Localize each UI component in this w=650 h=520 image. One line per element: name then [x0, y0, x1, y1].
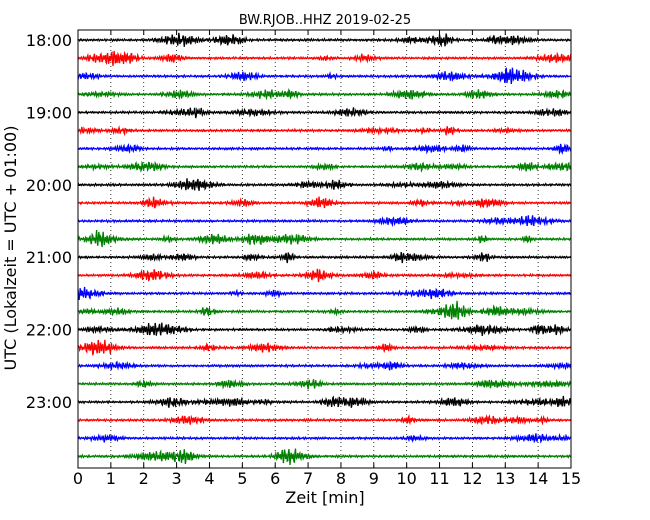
trace-row-12 [77, 252, 572, 264]
trace-row-1 [77, 50, 572, 67]
trace-row-7 [77, 160, 572, 173]
x-tick-label-12: 12 [462, 469, 482, 488]
trace-row-3 [77, 87, 572, 101]
trace-row-22 [77, 432, 572, 444]
trace-row-21 [77, 414, 572, 426]
trace-row-8 [77, 178, 572, 191]
x-axis-ticks: 0 1 2 3 4 5 6 7 8 9 10 11 12 13 14 15 [73, 30, 581, 488]
trace-row-19 [77, 378, 572, 390]
x-tick-label-7: 7 [303, 469, 313, 488]
trace-row-17 [77, 339, 572, 356]
trace-row-0 [77, 32, 572, 48]
plot-frame [77, 29, 572, 469]
x-tick-label-3: 3 [172, 469, 182, 488]
x-tick-label-8: 8 [336, 469, 346, 488]
chart-title: BW.RJOB..HHZ 2019-02-25 [239, 13, 411, 28]
trace-row-5 [77, 125, 572, 137]
x-tick-label-11: 11 [429, 469, 449, 488]
trace-row-11 [77, 230, 572, 248]
x-tick-label-14: 14 [528, 469, 548, 488]
y-tick-label-4: 22:00 [26, 321, 72, 340]
trace-row-16 [77, 322, 572, 336]
trace-row-13 [77, 268, 572, 283]
x-tick-label-1: 1 [106, 469, 116, 488]
x-tick-label-4: 4 [204, 469, 214, 488]
y-axis-label: UTC (Lokalzeit = UTC + 01:00) [1, 126, 20, 371]
y-tick-label-0: 18:00 [26, 31, 72, 50]
x-tick-label-13: 13 [495, 469, 515, 488]
y-tick-label-5: 23:00 [26, 393, 72, 412]
trace-row-9 [77, 196, 572, 209]
x-axis-label: Zeit [min] [285, 488, 364, 507]
y-axis-ticks: 18:00 19:00 20:00 21:00 22:00 23:00 [26, 31, 83, 412]
trace-row-2 [77, 67, 572, 85]
x-tick-label-10: 10 [396, 469, 416, 488]
y-tick-label-3: 21:00 [26, 248, 72, 267]
trace-row-6 [77, 143, 572, 156]
trace-row-4 [77, 107, 572, 119]
x-tick-label-15: 15 [561, 469, 581, 488]
x-tick-label-9: 9 [369, 469, 379, 488]
y-tick-label-2: 20:00 [26, 176, 72, 195]
trace-row-15 [77, 300, 572, 320]
x-tick-label-0: 0 [73, 469, 83, 488]
trace-row-23 [77, 448, 572, 465]
trace-row-18 [77, 360, 572, 371]
trace-row-20 [77, 395, 572, 408]
seismic-traces [77, 32, 572, 465]
x-tick-label-2: 2 [139, 469, 149, 488]
trace-row-10 [77, 215, 572, 228]
trace-row-14 [77, 286, 572, 301]
x-tick-label-5: 5 [237, 469, 247, 488]
x-tick-label-6: 6 [270, 469, 280, 488]
y-tick-label-1: 19:00 [26, 103, 72, 122]
